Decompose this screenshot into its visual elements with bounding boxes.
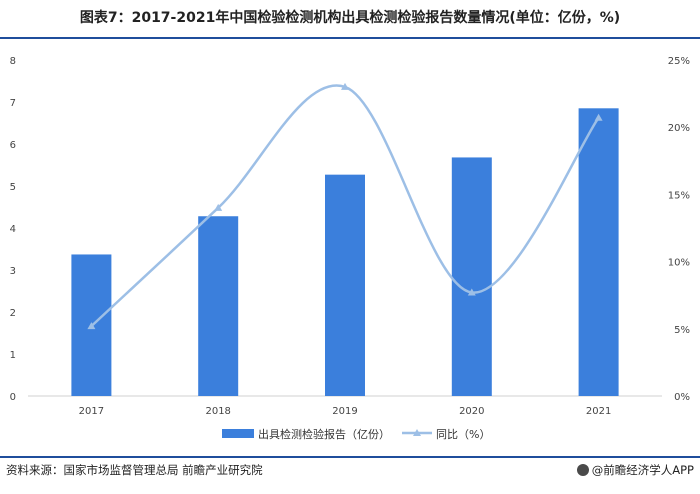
y-left-tick-label: 3 <box>10 266 16 277</box>
x-tick-label: 2017 <box>79 406 104 417</box>
chart-title: 图表7：2017-2021年中国检验检测机构出具检测检验报告数量情况(单位：亿份… <box>79 10 621 26</box>
y-left-tick-label: 7 <box>10 98 16 109</box>
y-left-tick-label: 2 <box>10 308 16 319</box>
x-tick-label: 2019 <box>332 406 357 417</box>
y-left-tick-label: 0 <box>10 392 16 403</box>
credit-text: @前瞻经济学人APP <box>591 463 694 477</box>
bar <box>451 157 492 396</box>
legend-line-label: 同比（%） <box>436 428 490 441</box>
y-left-tick-label: 1 <box>10 350 16 361</box>
bar <box>198 216 239 396</box>
line-point <box>594 113 603 121</box>
bar <box>578 108 619 397</box>
legend-line-marker <box>413 429 421 436</box>
line-point <box>87 322 96 330</box>
credit-note: @前瞻经济学人APP <box>576 462 694 478</box>
series-line <box>90 84 600 328</box>
line-point <box>214 203 223 211</box>
y-left-tick-label: 8 <box>10 56 16 67</box>
source-note: 资料来源：国家市场监督管理总局 前瞻产业研究院 <box>6 463 263 477</box>
bar <box>325 174 365 396</box>
x-tick-label: 2018 <box>205 406 230 417</box>
combo-chart: 0 1 2 3 4 5 6 7 8 0% 5% 10% 15% 20% 25% 2017 2018 2019 20… <box>10 56 690 441</box>
x-tick-label: 2020 <box>459 406 484 417</box>
y-right-tick-label: 5% <box>674 325 690 336</box>
y-right-tick-label: 20% <box>668 123 690 134</box>
y-right-tick-label: 25% <box>668 56 690 67</box>
legend-bar-swatch <box>222 429 254 438</box>
title-rule <box>0 37 700 39</box>
footer-rule <box>0 456 700 458</box>
y-right-tick-label: 15% <box>668 190 690 201</box>
y-right-tick-label: 10% <box>668 258 690 269</box>
y-left-tick-label: 4 <box>10 224 16 235</box>
y-left-tick-label: 6 <box>10 140 16 151</box>
brand-logo-icon <box>576 464 589 476</box>
line-point <box>467 288 476 296</box>
y-left-tick-label: 5 <box>10 182 16 193</box>
x-tick-label: 2021 <box>586 406 611 417</box>
y-right-tick-label: 0% <box>674 392 690 403</box>
legend-bar-label: 出具检测检验报告（亿份） <box>258 427 390 441</box>
line-point <box>341 82 349 90</box>
